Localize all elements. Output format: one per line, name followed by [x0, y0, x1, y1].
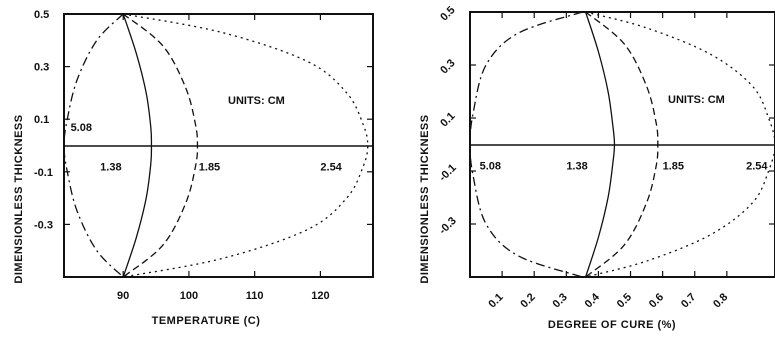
x-tick-label: 0.5 [615, 291, 634, 310]
curve-label: 1.85 [663, 161, 684, 173]
y-tick-label: -0.1 [34, 167, 53, 179]
x-tick-label: 100 [180, 290, 198, 302]
units-label-right: UNITS: CM [668, 94, 725, 106]
x-tick-label: 0.6 [647, 291, 666, 310]
x-tick-label: 0.1 [486, 291, 505, 310]
y-tick-label: 0.1 [438, 110, 457, 129]
units-label-left: UNITS: CM [228, 95, 285, 107]
curve-label: 1.38 [566, 161, 587, 173]
x-tick-label: 90 [117, 290, 129, 302]
x-tick-label: 0.3 [551, 291, 570, 310]
curve-label: 2.54 [320, 162, 342, 174]
y-tick-label: 0.5 [438, 4, 457, 23]
x-axis-title-left: TEMPERATURE (C) [152, 315, 261, 327]
curve-label: 5.08 [480, 161, 501, 173]
temperature-plot: DIMENSIONLESS THICKNESS TEMPERATURE (C) … [13, 9, 374, 327]
y-tick-label: -0.1 [437, 162, 459, 184]
degree-of-cure-plot: DIMENSIONLESS THICKNESS DEGREE OF CURE (… [419, 4, 775, 331]
x-tick-label: 120 [311, 290, 329, 302]
x-tick-label: 110 [246, 290, 264, 302]
curve-label: 2.54 [746, 161, 768, 173]
curve-label: 5.08 [71, 122, 92, 134]
x-tick-label: 0.8 [711, 291, 730, 310]
y-axis-title-right: DIMENSIONLESS THICKNESS [419, 114, 431, 283]
x-tick-label: 0.7 [679, 291, 698, 310]
curve-label: 1.85 [199, 162, 220, 174]
y-tick-label: 0.3 [34, 62, 49, 74]
series-line-5-08 [63, 13, 124, 278]
x-tick-label: 0.4 [583, 291, 603, 311]
x-tick-label: 0.2 [518, 291, 537, 310]
y-tick-label: 0.3 [438, 57, 457, 76]
y-tick-label: 0.1 [34, 114, 49, 126]
y-tick-label: -0.3 [34, 219, 53, 231]
x-axis-title-right: DEGREE OF CURE (%) [548, 319, 676, 331]
y-tick-label: 0.5 [34, 9, 49, 21]
curve-label: 1.38 [100, 162, 121, 174]
y-axis-title-left: DIMENSIONLESS THICKNESS [13, 114, 25, 283]
y-tick-label: -0.3 [437, 215, 459, 237]
